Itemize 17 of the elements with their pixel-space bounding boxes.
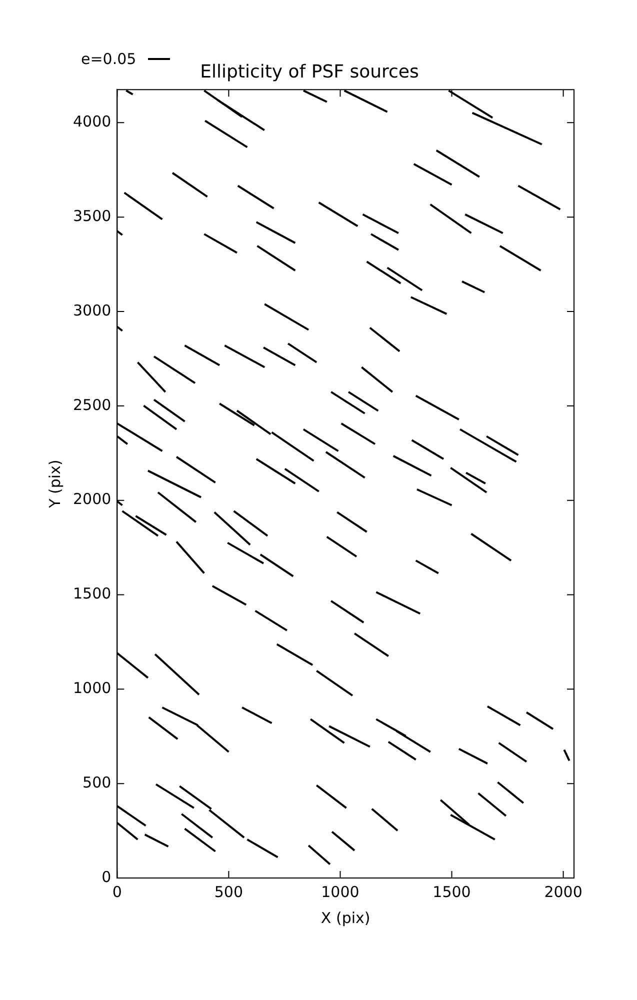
- y-tick-label: 3500: [72, 206, 112, 225]
- x-axis-title: X (pix): [320, 908, 370, 927]
- y-axis-title: Y (pix): [46, 460, 64, 509]
- y-tick-label: 1500: [72, 584, 112, 603]
- y-tick-label: 2000: [72, 490, 112, 508]
- x-tick-label: 1000: [321, 882, 360, 901]
- y-tick-label: 500: [82, 773, 112, 792]
- y-tick-label: 3000: [72, 301, 112, 320]
- y-tick-label: 0: [102, 868, 112, 886]
- x-tick-label: 500: [214, 882, 244, 901]
- y-tick-label: 2500: [72, 396, 112, 414]
- y-tick-label: 4000: [72, 112, 112, 131]
- x-tick-label: 1500: [432, 882, 471, 901]
- text: e=0.05: [81, 50, 136, 68]
- y-tick-label: 1000: [72, 679, 112, 698]
- x-tick-label: 2000: [544, 882, 582, 901]
- chart-title: Ellipticity of PSF sources: [200, 61, 419, 82]
